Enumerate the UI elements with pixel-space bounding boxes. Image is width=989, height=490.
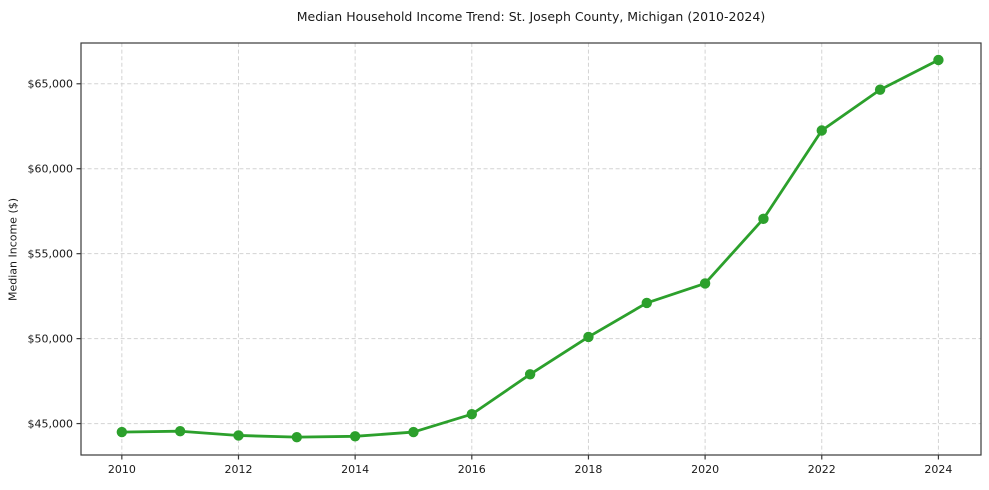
y-tick-label: $50,000 [28,332,74,345]
data-point-2022 [816,125,827,136]
data-point-2017 [524,369,536,380]
data-point-2015 [408,426,419,438]
x-tick-label: 2014 [341,463,369,476]
data-point-2021 [758,213,769,225]
y-tick-label: $55,000 [28,247,74,260]
y-tick-label: $45,000 [28,417,74,430]
y-tick-label: $65,000 [28,78,74,91]
x-tick-label: 2010 [108,463,136,476]
data-point-2010 [116,426,128,438]
x-tick-label: 2022 [808,463,836,476]
y-tick-label: $60,000 [28,163,74,176]
data-point-2014 [349,431,361,442]
x-tick-label: 2020 [691,463,719,476]
chart-title: Median Household Income Trend: St. Josep… [296,9,766,24]
data-point-2020 [699,278,711,289]
data-point-2018 [583,331,594,343]
trend-line [120,58,940,439]
data-point-2012 [233,430,244,441]
data-point-2011 [174,426,186,437]
plot-border [80,42,982,456]
x-tick-label: 2012 [224,463,252,476]
x-tick-label: 2018 [574,463,602,476]
x-tick-label: 2016 [458,463,486,476]
data-point-2024 [933,54,944,66]
data-point-2013 [291,431,303,443]
data-point-2016 [466,409,477,420]
data-point-2019 [641,297,652,309]
x-tick-label: 2024 [924,463,952,476]
data-point-2023 [874,84,886,95]
